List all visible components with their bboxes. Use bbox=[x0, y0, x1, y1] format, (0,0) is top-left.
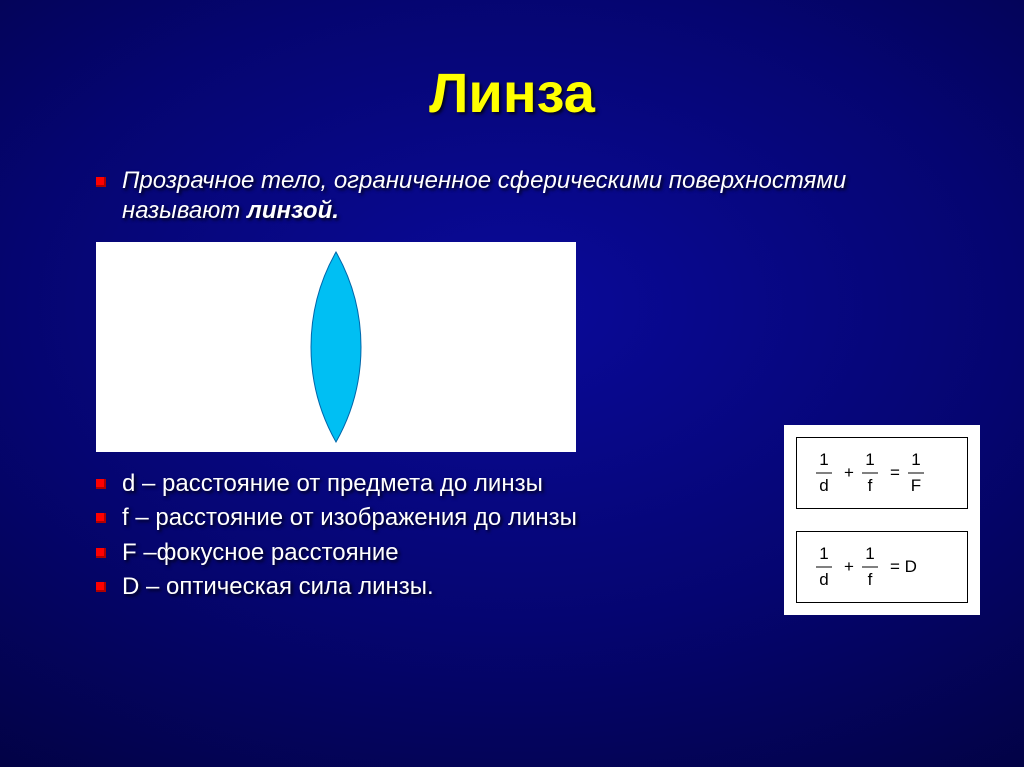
slide: Линза Прозрачное тело, ограниченное сфер… bbox=[0, 0, 1024, 767]
legend-label: d – расстояние от предмета до линзы bbox=[122, 468, 543, 500]
svg-text:+: + bbox=[844, 463, 854, 482]
legend-label: D – оптическая сила линзы. bbox=[122, 571, 434, 603]
formula-svg: 1 d +1 f = D bbox=[802, 539, 962, 595]
svg-text:f: f bbox=[868, 476, 873, 495]
svg-text:1: 1 bbox=[865, 450, 874, 469]
lens-figure bbox=[96, 242, 576, 452]
svg-text:1: 1 bbox=[911, 450, 920, 469]
svg-text:d: d bbox=[819, 570, 828, 589]
bullet-icon bbox=[96, 479, 106, 489]
lens-svg bbox=[96, 242, 576, 452]
bullet-icon bbox=[96, 548, 106, 558]
formula-panel: 1 d +1 f = 1 F 1 d +1 f = D bbox=[784, 425, 980, 615]
svg-text:= D: = D bbox=[890, 557, 917, 576]
formula-svg: 1 d +1 f = 1 F bbox=[802, 445, 962, 501]
definition-text: Прозрачное тело, ограниченное сферически… bbox=[122, 166, 936, 226]
bullet-icon bbox=[96, 177, 106, 187]
bullet-icon bbox=[96, 582, 106, 592]
definition-row: Прозрачное тело, ограниченное сферически… bbox=[96, 166, 936, 226]
svg-text:1: 1 bbox=[819, 544, 828, 563]
slide-title: Линза bbox=[0, 60, 1024, 125]
legend-label: f – расстояние от изображения до линзы bbox=[122, 502, 577, 534]
svg-text:1: 1 bbox=[865, 544, 874, 563]
legend-label: F –фокусное расстояние bbox=[122, 537, 399, 569]
svg-text:d: d bbox=[819, 476, 828, 495]
svg-text:F: F bbox=[911, 476, 921, 495]
formula-box-2: 1 d +1 f = D bbox=[796, 531, 968, 603]
svg-text:1: 1 bbox=[819, 450, 828, 469]
formula-box-1: 1 d +1 f = 1 F bbox=[796, 437, 968, 509]
svg-text:f: f bbox=[868, 570, 873, 589]
svg-text:=: = bbox=[890, 463, 900, 482]
definition-bold-term: линзой. bbox=[247, 197, 339, 224]
definition-prefix: Прозрачное тело, ограниченное сферически… bbox=[122, 167, 846, 224]
svg-text:+: + bbox=[844, 557, 854, 576]
lens-shape bbox=[311, 252, 361, 442]
bullet-icon bbox=[96, 513, 106, 523]
